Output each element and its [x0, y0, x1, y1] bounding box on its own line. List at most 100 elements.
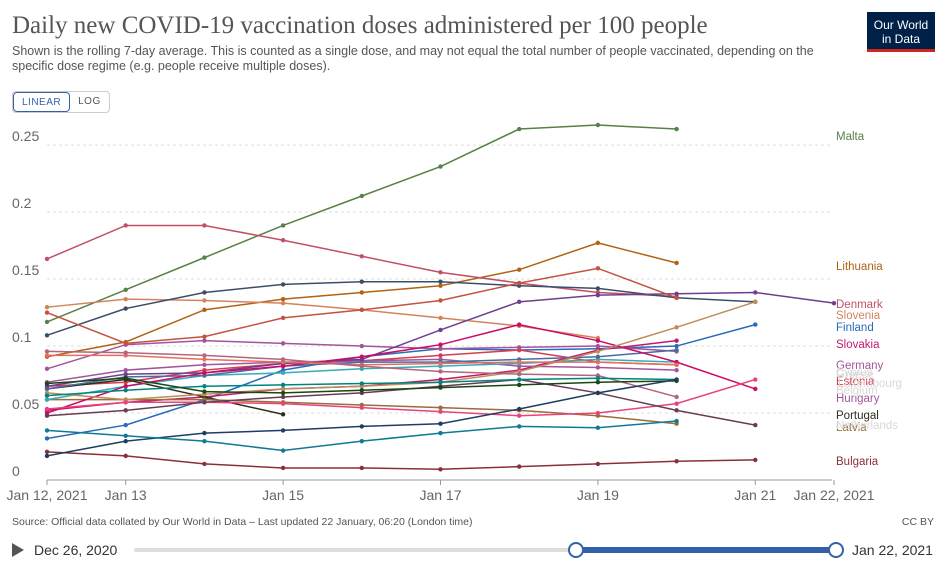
data-point	[438, 430, 443, 436]
x-tick-label: Jan 22, 2021	[794, 487, 875, 503]
timeline-end-handle[interactable]	[828, 542, 844, 558]
data-point	[438, 346, 443, 351]
data-point	[44, 333, 50, 338]
data-point	[517, 464, 522, 469]
series-label[interactable]: Lithuania	[836, 261, 883, 273]
data-point	[517, 413, 522, 418]
license-link[interactable]: CC BY	[901, 516, 934, 528]
faint-series-label[interactable]: Luxembourg	[838, 378, 902, 390]
series-label[interactable]: Denmark	[836, 299, 883, 311]
data-point	[438, 327, 443, 333]
data-point	[438, 380, 443, 385]
owid-logo[interactable]: Our World in Data	[867, 12, 935, 52]
data-point	[202, 338, 207, 343]
data-point	[44, 393, 50, 398]
series-line[interactable]	[46, 323, 756, 414]
data-point	[202, 353, 207, 358]
data-point	[517, 267, 522, 272]
data-point	[674, 394, 679, 400]
data-point	[123, 388, 128, 393]
data-point	[280, 390, 286, 396]
data-point	[359, 405, 364, 410]
data-point	[674, 325, 679, 330]
faint-series-label[interactable]: Greece	[836, 369, 874, 381]
data-point	[753, 457, 758, 463]
series-line[interactable]	[46, 323, 756, 440]
data-point	[674, 295, 679, 301]
data-point	[438, 405, 443, 410]
timeline-start-handle[interactable]	[568, 542, 584, 558]
series-line[interactable]	[46, 224, 677, 298]
series-line[interactable]	[46, 378, 756, 417]
scale-toggle: LINEAR LOG	[12, 91, 110, 113]
series-line[interactable]	[46, 298, 599, 339]
data-point	[517, 359, 522, 365]
series-label[interactable]: Hungary	[836, 393, 880, 405]
data-point	[202, 362, 207, 367]
data-point	[280, 370, 286, 376]
series-label[interactable]: Bulgaria	[836, 456, 879, 468]
data-point	[517, 371, 522, 377]
data-point	[438, 353, 443, 358]
logo-line-1: Our World	[873, 18, 929, 32]
x-tick-label: Jan 19	[577, 487, 619, 503]
data-point	[674, 362, 679, 367]
series-label[interactable]: Slovenia	[836, 310, 881, 322]
data-point	[44, 449, 50, 455]
data-point	[674, 418, 679, 424]
faint-series-label[interactable]: Belgium	[836, 385, 878, 397]
series-label[interactable]: Estonia	[836, 376, 875, 388]
data-point	[753, 377, 758, 382]
data-point	[595, 354, 601, 359]
data-point	[595, 359, 601, 365]
x-tick-label: Jan 13	[105, 487, 147, 503]
linear-scale-button[interactable]: LINEAR	[13, 92, 71, 112]
series-line[interactable]	[46, 451, 756, 471]
data-point	[202, 334, 207, 339]
grid-lines	[47, 144, 832, 481]
series-line[interactable]	[46, 301, 756, 401]
data-point	[280, 282, 286, 287]
faint-series-label[interactable]: Cyprus	[836, 367, 873, 379]
data-point	[517, 322, 522, 327]
timeline-track[interactable]	[134, 548, 836, 552]
series-label[interactable]: Latvia	[836, 422, 867, 434]
timeline-selected-range	[575, 547, 836, 553]
data-point	[438, 342, 443, 347]
data-point	[438, 270, 443, 275]
series-label[interactable]: Malta	[836, 131, 865, 143]
data-point	[674, 408, 679, 413]
timeline: Dec 26, 2020 Jan 22, 2021	[0, 536, 951, 564]
data-point	[44, 366, 50, 372]
data-point	[280, 223, 286, 228]
play-icon[interactable]	[12, 543, 24, 557]
data-point	[44, 304, 50, 310]
data-point	[202, 461, 207, 467]
y-tick-label: 0.05	[12, 396, 39, 412]
data-point	[123, 306, 128, 311]
data-point	[202, 430, 207, 436]
series-label[interactable]: Germany	[836, 360, 884, 372]
series-label[interactable]: Slovakia	[836, 339, 880, 351]
y-tick-label: 0.15	[12, 262, 39, 278]
data-point	[123, 453, 128, 459]
log-scale-button[interactable]: LOG	[78, 96, 101, 107]
data-point	[280, 428, 286, 433]
data-point	[595, 240, 601, 246]
data-point	[674, 260, 679, 266]
data-point	[359, 279, 364, 284]
data-point	[202, 307, 207, 313]
data-point	[123, 400, 128, 405]
series-label[interactable]: Finland	[836, 322, 874, 334]
source-note: Source: Official data collated by Our Wo…	[12, 516, 473, 528]
data-point	[280, 238, 286, 243]
x-tick-label: Jan 15	[262, 487, 304, 503]
series-line[interactable]	[46, 280, 756, 337]
faint-series-label[interactable]: Netherlands	[836, 420, 898, 432]
series-label[interactable]: Portugal	[836, 410, 879, 422]
y-tick-label: 0.25	[12, 128, 39, 144]
data-point	[202, 255, 207, 260]
data-point	[123, 287, 128, 292]
data-point	[359, 424, 364, 429]
data-point	[280, 401, 286, 406]
